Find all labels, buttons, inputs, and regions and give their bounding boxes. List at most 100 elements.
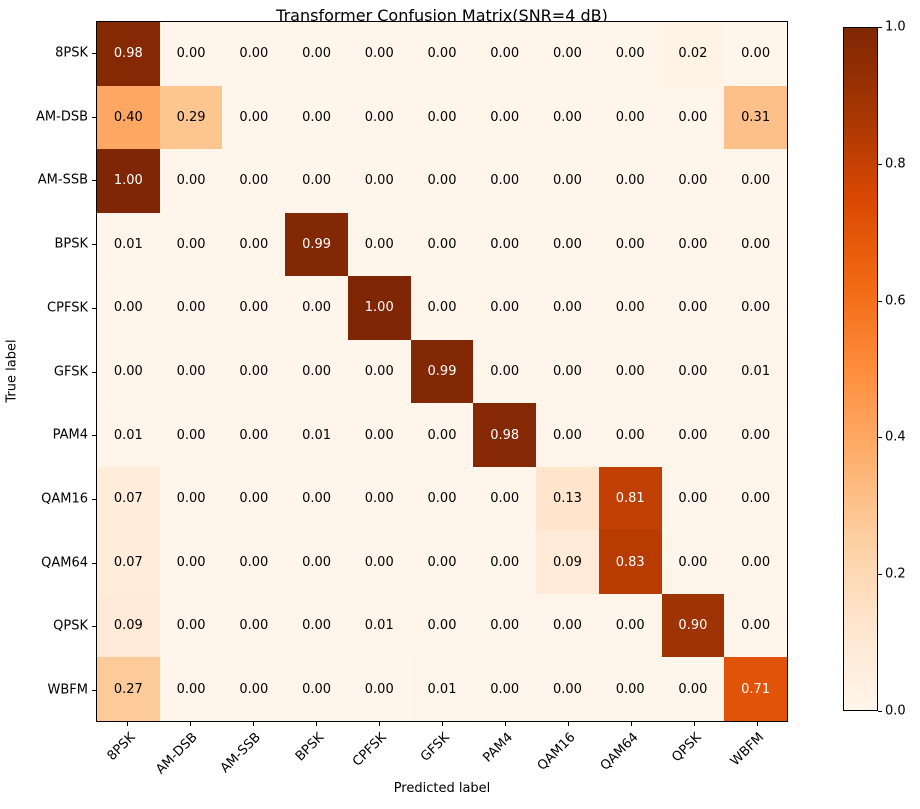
- matrix-cell: 0.00: [724, 22, 787, 86]
- x-tick-label: PAM4: [479, 730, 516, 766]
- matrix-cell: 0.00: [536, 276, 599, 340]
- matrix-cell: 1.00: [97, 149, 160, 213]
- matrix-cell: 0.00: [473, 339, 537, 404]
- x-tick-label: AM-DSB: [153, 730, 201, 778]
- y-tick-label: AM-DSB: [36, 109, 88, 125]
- matrix-cell: 0.00: [285, 85, 348, 150]
- heatmap-grid: 0.98 0.00 0.00 0.00 0.00 0.00 0.00 0.00 0.00 0.02…: [96, 21, 788, 722]
- matrix-cell: 0.99: [285, 212, 348, 277]
- matrix-cell: 0.00: [536, 149, 599, 213]
- y-tick-mark: [92, 498, 96, 500]
- colorbar-tick-label: 0.4: [885, 429, 906, 445]
- x-tick-label: QAM16: [534, 730, 579, 774]
- x-tick-label: WBFM: [727, 730, 768, 770]
- matrix-cell: 0.00: [347, 212, 411, 277]
- matrix-cell: 0.00: [285, 149, 348, 213]
- matrix-cell: 0.00: [410, 85, 474, 150]
- x-tick-mark: [316, 722, 318, 726]
- matrix-cell: 0.00: [536, 22, 599, 86]
- matrix-cell: 0.00: [222, 530, 286, 594]
- y-tick-label: 8PSK: [55, 45, 88, 61]
- matrix-cell: 0.00: [222, 403, 286, 467]
- matrix-cell: 0.09: [536, 530, 599, 594]
- matrix-cell: 0.00: [473, 212, 537, 277]
- matrix-cell: 0.01: [347, 593, 411, 658]
- y-tick-mark: [92, 626, 96, 628]
- matrix-cell: 0.00: [159, 149, 223, 213]
- y-tick-label: BPSK: [54, 236, 88, 252]
- matrix-cell: 0.99: [410, 339, 474, 404]
- x-tick-mark: [567, 722, 569, 726]
- matrix-cell: 0.00: [159, 22, 223, 86]
- matrix-cell: 0.00: [473, 593, 537, 658]
- x-tick-label: QPSK: [668, 730, 705, 766]
- matrix-cell: 0.00: [724, 593, 787, 658]
- matrix-cell: 0.00: [347, 22, 411, 86]
- matrix-cell: 0.00: [473, 85, 537, 150]
- matrix-cell: 0.13: [536, 466, 599, 531]
- matrix-cell: 0.00: [724, 276, 787, 340]
- y-tick-label: GFSK: [53, 364, 88, 379]
- matrix-cell: 0.40: [97, 85, 160, 150]
- colorbar-tick-mark: [878, 574, 882, 576]
- colorbar-tick-mark: [878, 27, 882, 28]
- matrix-cell: 0.00: [410, 149, 474, 213]
- matrix-cell: 0.00: [159, 530, 223, 594]
- matrix-cell: 0.00: [285, 593, 348, 658]
- colorbar-tick-mark: [878, 711, 882, 712]
- matrix-cell: 0.00: [222, 149, 286, 213]
- matrix-cell: 0.00: [536, 85, 599, 150]
- matrix-cell: 0.00: [159, 403, 223, 467]
- matrix-cell: 0.00: [598, 149, 662, 213]
- matrix-cell: 0.00: [222, 212, 286, 277]
- y-tick-label: WBFM: [47, 682, 88, 698]
- x-tick-mark: [379, 722, 381, 726]
- matrix-cell: 0.00: [473, 22, 537, 86]
- y-tick-mark: [92, 690, 96, 692]
- matrix-cell: 0.00: [598, 339, 662, 404]
- matrix-cell: 0.00: [473, 276, 537, 340]
- chart-title: Transformer Confusion Matrix(SNR=4 dB): [276, 6, 608, 25]
- matrix-cell: 0.00: [285, 339, 348, 404]
- matrix-cell: 0.01: [97, 212, 160, 277]
- y-tick-mark: [92, 244, 96, 246]
- matrix-cell: 0.00: [661, 403, 725, 467]
- matrix-cell: 0.07: [97, 530, 160, 594]
- matrix-cell: 0.00: [473, 149, 537, 213]
- x-tick-mark: [190, 722, 192, 726]
- matrix-cell: 0.00: [598, 85, 662, 150]
- x-tick-label: AM-SSB: [217, 730, 264, 777]
- matrix-cell: 1.00: [347, 276, 411, 340]
- colorbar-tick-label: 1.0: [885, 19, 906, 35]
- matrix-cell: 0.00: [97, 276, 160, 340]
- x-tick-mark: [630, 722, 632, 726]
- matrix-cell: 0.90: [661, 593, 725, 658]
- matrix-cell: 0.00: [97, 339, 160, 404]
- y-tick-mark: [92, 307, 96, 309]
- matrix-cell: 0.00: [285, 530, 348, 594]
- y-tick-mark: [92, 180, 96, 182]
- matrix-cell: 0.00: [661, 85, 725, 150]
- x-tick-mark: [756, 722, 758, 726]
- x-tick-mark: [693, 722, 695, 726]
- colorbar-tick-mark: [878, 437, 882, 439]
- matrix-cell: 0.00: [285, 657, 348, 721]
- matrix-cell: 0.00: [724, 212, 787, 277]
- matrix-cell: 0.00: [724, 466, 787, 531]
- matrix-cell: 0.00: [724, 530, 787, 594]
- matrix-cell: 0.00: [347, 403, 411, 467]
- matrix-cell: 0.81: [598, 466, 662, 531]
- colorbar-tick-mark: [878, 300, 882, 302]
- matrix-cell: 0.00: [222, 276, 286, 340]
- colorbar-tick-label: 0.2: [885, 566, 906, 582]
- matrix-cell: 0.00: [536, 212, 599, 277]
- matrix-cell: 0.31: [724, 85, 787, 150]
- y-tick-mark: [92, 371, 96, 373]
- matrix-cell: 0.00: [347, 530, 411, 594]
- matrix-cell: 0.00: [598, 403, 662, 467]
- matrix-cell: 0.00: [473, 530, 537, 594]
- y-tick-label: CPFSK: [47, 300, 88, 316]
- matrix-cell: 0.00: [661, 276, 725, 340]
- y-tick-mark: [92, 116, 96, 118]
